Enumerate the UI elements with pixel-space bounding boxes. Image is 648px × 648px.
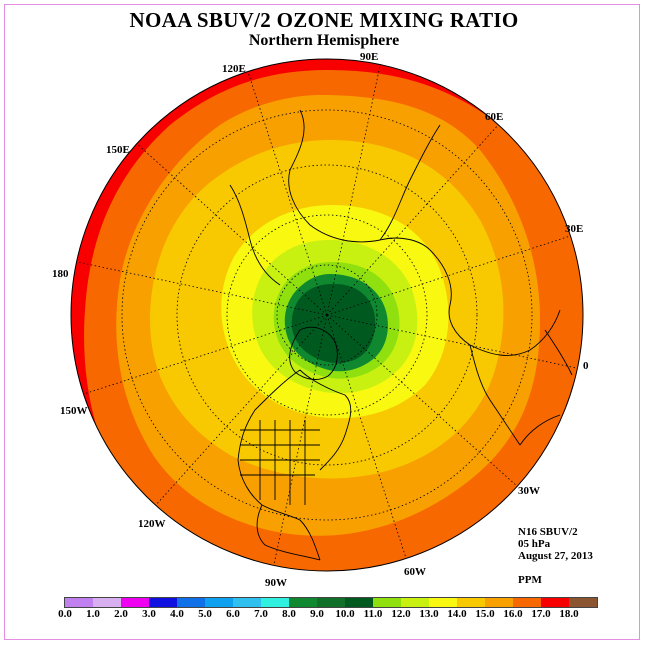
europe-coast bbox=[429, 249, 561, 446]
colorbar-ticks: 0.0 1.0 2.0 3.0 4.0 5.0 6.0 7.0 8.0 9.0 10.0 11.0 12… bbox=[0, 608, 648, 622]
colorbar-swatch bbox=[345, 598, 373, 607]
figure-frame bbox=[4, 4, 640, 640]
coastlines bbox=[229, 109, 573, 561]
graticule bbox=[76, 64, 578, 566]
colorbar-tick-label: 1.0 bbox=[86, 608, 100, 620]
longitude-label: 120E bbox=[222, 63, 246, 75]
colorbar-tick-label: 3.0 bbox=[142, 608, 156, 620]
colorbar-swatch bbox=[233, 598, 261, 607]
meridian-line bbox=[247, 71, 328, 316]
meridian-line bbox=[76, 261, 328, 316]
colorbar-tick-label: 18.0 bbox=[559, 608, 579, 620]
latitude-circle bbox=[276, 264, 378, 366]
colorbar-swatch bbox=[569, 598, 597, 607]
longitude-label: 30W bbox=[518, 485, 540, 497]
colorbar-swatch bbox=[93, 598, 121, 607]
meridian-line bbox=[83, 314, 328, 395]
meridian-line bbox=[136, 143, 328, 316]
colorbar-swatch bbox=[401, 598, 429, 607]
colorbar-tick-label: 15.0 bbox=[475, 608, 495, 620]
colorbar-tick-label: 12.0 bbox=[391, 608, 411, 620]
colorbar-swatch bbox=[373, 598, 401, 607]
meridian-line bbox=[326, 314, 518, 487]
colorbar-tick-label: 0.0 bbox=[58, 608, 72, 620]
longitude-label: 150E bbox=[106, 144, 130, 156]
longitude-label: 150W bbox=[60, 405, 88, 417]
colorbar-tick-label: 11.0 bbox=[363, 608, 383, 620]
meridian-line bbox=[326, 124, 499, 316]
longitude-label: 180 bbox=[52, 268, 69, 280]
greenland-coast bbox=[289, 326, 338, 380]
colorbar-tick-label: 14.0 bbox=[447, 608, 467, 620]
colorbar-tick-label: 4.0 bbox=[170, 608, 184, 620]
colorbar-swatch bbox=[317, 598, 345, 607]
latitude-circle bbox=[176, 164, 478, 466]
asia-coast bbox=[229, 109, 441, 286]
longitude-label: 0 bbox=[583, 360, 589, 372]
meridian-line bbox=[326, 235, 571, 316]
colorbar-tick-label: 9.0 bbox=[310, 608, 324, 620]
colorbar-swatch bbox=[177, 598, 205, 607]
colorbar-tick-label: 16.0 bbox=[503, 608, 523, 620]
colorbar-tick-label: 5.0 bbox=[198, 608, 212, 620]
colorbar-tick-label: 13.0 bbox=[419, 608, 439, 620]
longitude-label: 90E bbox=[360, 51, 378, 63]
globe-outline bbox=[70, 58, 584, 572]
longitude-label: 30E bbox=[565, 223, 583, 235]
colorbar-swatch bbox=[205, 598, 233, 607]
africa-coast bbox=[519, 329, 573, 446]
units-label: PPM bbox=[518, 574, 542, 586]
satellite-label: N16 SBUV/2 bbox=[518, 526, 578, 538]
pressure-level-label: 05 hPa bbox=[518, 538, 551, 550]
latitude-circle bbox=[226, 214, 428, 416]
colorbar-swatch bbox=[485, 598, 513, 607]
page-title: NOAA SBUV/2 OZONE MIXING RATIO bbox=[129, 8, 519, 32]
colorbar-swatch bbox=[457, 598, 485, 607]
colorbar bbox=[64, 597, 598, 608]
colorbar-tick-label: 2.0 bbox=[114, 608, 128, 620]
colorbar-swatch bbox=[513, 598, 541, 607]
colorbar-swatch bbox=[289, 598, 317, 607]
colorbar-swatch bbox=[261, 598, 289, 607]
colorbar-tick-label: 8.0 bbox=[282, 608, 296, 620]
colorbar-tick-label: 7.0 bbox=[254, 608, 268, 620]
meridian-line bbox=[326, 64, 381, 316]
meridian-line bbox=[273, 314, 328, 566]
colorbar-tick-label: 17.0 bbox=[531, 608, 551, 620]
us-state-grid bbox=[240, 420, 320, 505]
colorbar-tick-label: 10.0 bbox=[335, 608, 355, 620]
colorbar-swatch bbox=[541, 598, 569, 607]
info-block: N16 SBUV/2 05 hPa August 27, 2013 bbox=[518, 526, 593, 562]
colorbar-swatch bbox=[429, 598, 457, 607]
latitude-circle bbox=[121, 109, 533, 521]
meridian-line bbox=[326, 314, 578, 369]
meridian-line bbox=[155, 314, 328, 506]
date-label: August 27, 2013 bbox=[518, 550, 593, 562]
longitude-labels: 120E 90E 60E 150E 30E 180 0 150W 30W 120W 60W 90W bbox=[52, 51, 589, 589]
colorbar-swatch bbox=[65, 598, 93, 607]
meridian-line bbox=[326, 314, 407, 559]
longitude-label: 90W bbox=[265, 577, 287, 589]
contour-dark-green bbox=[291, 284, 376, 364]
longitude-label: 60W bbox=[404, 566, 426, 578]
north-america-coast bbox=[237, 369, 352, 561]
colorbar-swatch bbox=[121, 598, 149, 607]
longitude-label: 60E bbox=[485, 111, 503, 123]
page-subtitle: Northern Hemisphere bbox=[248, 32, 400, 49]
longitude-label: 120W bbox=[138, 518, 166, 530]
ozone-contours bbox=[71, 59, 583, 571]
colorbar-tick-label: 6.0 bbox=[226, 608, 240, 620]
colorbar-swatch bbox=[149, 598, 177, 607]
